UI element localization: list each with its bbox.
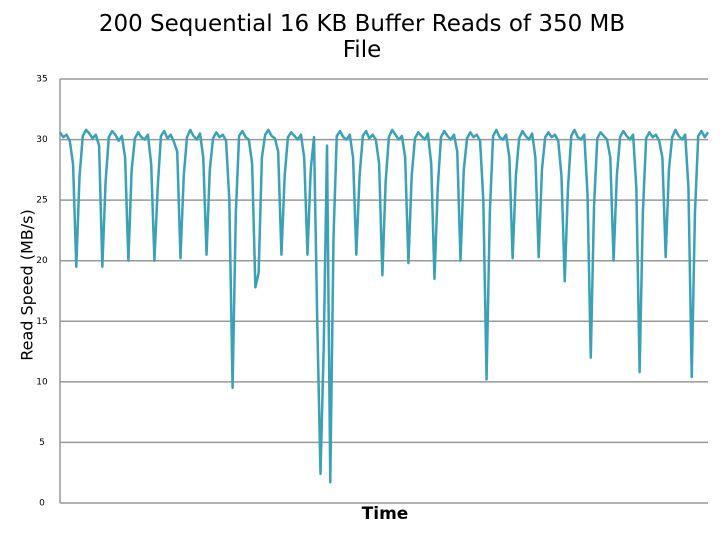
y-tick-label: 30 xyxy=(36,135,48,145)
y-tick-label: 5 xyxy=(39,438,45,448)
y-tick-label: 10 xyxy=(36,377,48,387)
x-axis-label: Time xyxy=(362,504,409,524)
chart-title: 200 Sequential 16 KB Buffer Reads of 350… xyxy=(99,11,625,63)
data-line xyxy=(58,128,710,484)
y-tick-label: 15 xyxy=(36,317,47,327)
y-axis-label: Read Speed (MB/s) xyxy=(18,209,37,361)
y-tick-label: 35 xyxy=(36,75,47,85)
y-tick-label: 0 xyxy=(39,499,45,509)
y-tick-label: 25 xyxy=(36,196,47,206)
y-tick-label: 20 xyxy=(36,256,48,266)
